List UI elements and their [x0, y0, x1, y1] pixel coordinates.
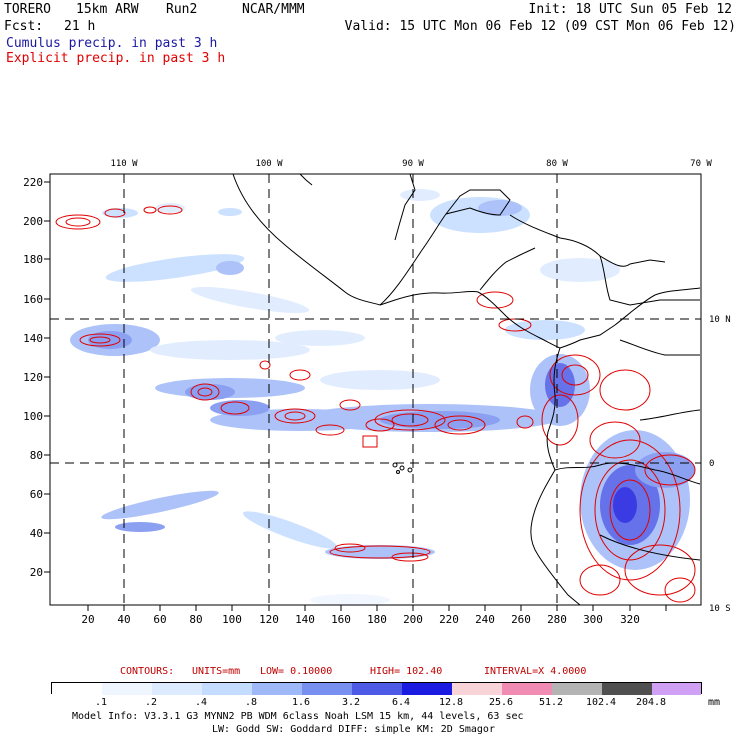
lat-label-10n: 10 N — [709, 315, 731, 325]
forecast-hour: 21 h — [64, 19, 96, 34]
y-tick-label: 220 — [23, 176, 43, 189]
y-tick-label: 100 — [23, 410, 43, 423]
model-name: TORERO — [4, 2, 51, 17]
lat-label-0: 0 — [709, 459, 714, 469]
lon-label-80w: 80 W — [546, 159, 568, 169]
y-tick-label: 140 — [23, 332, 43, 345]
x-tick-label: 180 — [367, 613, 387, 626]
colorbar-label: 6.4 — [391, 697, 411, 708]
colorbar-swatch — [352, 683, 403, 695]
colorbar-swatch — [652, 683, 701, 695]
colorbar-label: 204.8 — [635, 697, 667, 708]
x-tick-label: 160 — [331, 613, 351, 626]
x-tick-label: 60 — [153, 613, 166, 626]
y-tick-label: 60 — [30, 488, 43, 501]
colorbar-label: .4 — [194, 697, 208, 708]
x-tick-label: 300 — [583, 613, 603, 626]
contours-low: LOW= 0.10000 — [260, 666, 333, 677]
run-label: Run2 — [166, 2, 198, 17]
colorbar-swatch — [452, 683, 503, 695]
init-time: Init: 18 UTC Sun 05 Feb 12 — [528, 2, 733, 17]
valid-time: Valid: 15 UTC Mon 06 Feb 12 (09 CST Mon … — [344, 19, 736, 34]
contours-high: HIGH= 102.40 — [370, 666, 443, 677]
colorbar-swatch — [602, 683, 653, 695]
lon-label-70w: 70 W — [690, 159, 712, 169]
colorbar-swatch — [52, 683, 103, 695]
forecast-label: Fcst: — [4, 19, 44, 34]
colorbar-swatch — [202, 683, 253, 695]
legend-explicit: Explicit precip. in past 3 h — [6, 51, 226, 66]
y-tick-label: 80 — [30, 449, 43, 462]
lon-label-100w: 100 W — [255, 159, 283, 169]
y-tick-label: 160 — [23, 293, 43, 306]
colorbar-swatch — [502, 683, 553, 695]
colorbar-label: 1.6 — [291, 697, 311, 708]
x-tick-label: 260 — [511, 613, 531, 626]
x-tick-label: 120 — [259, 613, 279, 626]
cumulus-precip-shading — [70, 189, 695, 606]
contours-units: UNITS=mm — [192, 666, 241, 677]
x-tick-label: 240 — [475, 613, 495, 626]
colorbar — [51, 682, 702, 695]
colorbar-label: 51.2 — [538, 697, 564, 708]
colorbar-label: 25.6 — [488, 697, 514, 708]
x-tick-label: 140 — [295, 613, 315, 626]
model-info: Model Info: V3.3.1 G3 MYNN2 PB WDM 6clas… — [72, 711, 524, 722]
colorbar-swatch — [402, 683, 453, 695]
x-tick-label: 220 — [439, 613, 459, 626]
model-resolution: 15km ARW — [76, 2, 139, 17]
colorbar-swatch — [152, 683, 203, 695]
colorbar-swatch — [552, 683, 603, 695]
colorbar-label: 12.8 — [438, 697, 464, 708]
explicit-precip-contours — [55, 205, 696, 603]
colorbar-label: 3.2 — [341, 697, 361, 708]
org-label: NCAR/MMM — [242, 2, 305, 17]
lon-label-90w: 90 W — [402, 159, 424, 169]
lon-label-110w: 110 W — [110, 159, 138, 169]
colorbar-label: .8 — [244, 697, 258, 708]
map-border — [49, 173, 702, 606]
axis-ticks — [44, 181, 667, 611]
lat-label-10s: 10 S — [709, 604, 731, 614]
colorbar-swatch — [302, 683, 353, 695]
x-tick-label: 40 — [117, 613, 130, 626]
coastlines — [232, 173, 701, 606]
x-tick-label: 100 — [222, 613, 242, 626]
colorbar-label: .1 — [94, 697, 108, 708]
colorbar-swatch — [252, 683, 303, 695]
colorbar-swatch — [102, 683, 153, 695]
x-tick-label: 200 — [403, 613, 423, 626]
y-tick-label: 40 — [30, 527, 43, 540]
contours-label: CONTOURS: — [120, 666, 175, 677]
x-tick-label: 320 — [620, 613, 640, 626]
lat-lon-grid — [50, 174, 701, 605]
x-tick-label: 80 — [189, 613, 202, 626]
colorbar-label: 102.4 — [585, 697, 617, 708]
colorbar-label: .2 — [144, 697, 158, 708]
x-tick-label: 280 — [547, 613, 567, 626]
y-tick-label: 200 — [23, 215, 43, 228]
x-tick-label: 20 — [81, 613, 94, 626]
y-tick-label: 120 — [23, 371, 43, 384]
contours-interval: INTERVAL=X 4.0000 — [484, 666, 587, 677]
y-tick-label: 180 — [23, 253, 43, 266]
legend-cumulus: Cumulus precip. in past 3 h — [6, 36, 218, 51]
physics-info: LW: Godd SW: Goddard DIFF: simple KM: 2D… — [212, 724, 495, 735]
y-tick-label: 20 — [30, 566, 43, 579]
colorbar-unit: mm — [708, 697, 721, 708]
